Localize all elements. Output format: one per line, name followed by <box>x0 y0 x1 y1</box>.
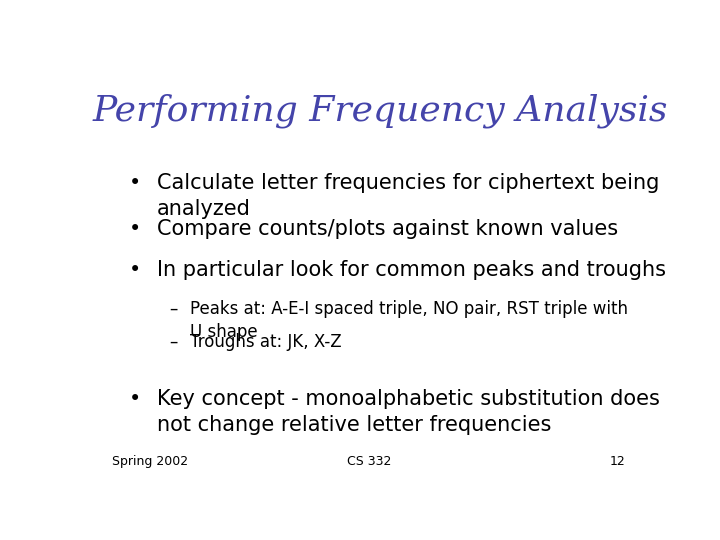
Text: Spring 2002: Spring 2002 <box>112 455 189 468</box>
Text: –: – <box>169 300 178 318</box>
Text: Performing Frequency Analysis: Performing Frequency Analysis <box>92 94 668 129</box>
Text: In particular look for common peaks and troughs: In particular look for common peaks and … <box>157 260 666 280</box>
Text: Compare counts/plots against known values: Compare counts/plots against known value… <box>157 219 618 239</box>
Text: Calculate letter frequencies for ciphertext being
analyzed: Calculate letter frequencies for ciphert… <box>157 173 660 219</box>
Text: •: • <box>128 260 141 280</box>
Text: Key concept - monoalphabetic substitution does
not change relative letter freque: Key concept - monoalphabetic substitutio… <box>157 389 660 435</box>
Text: Troughs at: JK, X-Z: Troughs at: JK, X-Z <box>190 333 342 351</box>
Text: •: • <box>128 173 141 193</box>
Text: CS 332: CS 332 <box>347 455 391 468</box>
Text: 12: 12 <box>610 455 626 468</box>
Text: •: • <box>128 219 141 239</box>
Text: Peaks at: A-E-I spaced triple, NO pair, RST triple with
U shape: Peaks at: A-E-I spaced triple, NO pair, … <box>190 300 629 341</box>
Text: –: – <box>169 333 178 351</box>
Text: •: • <box>128 389 141 409</box>
